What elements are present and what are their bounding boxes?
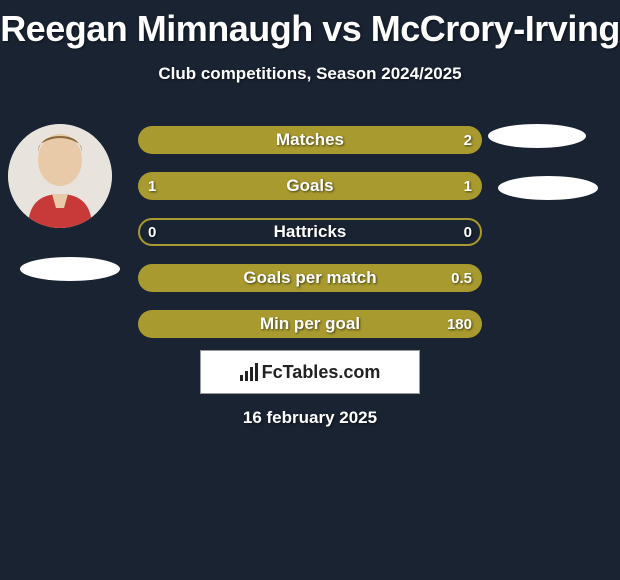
stat-left-value: 1 [148,178,156,195]
stat-row-goals-per-match: Goals per match 0.5 [138,264,482,292]
stat-label: Hattricks [274,222,347,242]
page-title: Reegan Mimnaugh vs McCrory-Irving [0,0,620,50]
player-right-name-badge-2 [498,176,598,200]
stat-row-goals: 1 Goals 1 [138,172,482,200]
stat-right-value: 2 [464,132,472,149]
date-text: 16 february 2025 [0,408,620,428]
comparison-card: Reegan Mimnaugh vs McCrory-Irving Club c… [0,0,620,580]
chart-bars-icon [240,363,258,381]
brand-text: FcTables.com [262,362,381,383]
stat-label: Matches [276,130,344,150]
stat-label: Goals per match [243,268,376,288]
stat-right-value: 0.5 [451,270,472,287]
stat-row-min-per-goal: Min per goal 180 [138,310,482,338]
subtitle: Club competitions, Season 2024/2025 [0,64,620,84]
stat-right-value: 0 [464,224,472,241]
player-right-name-badge-1 [488,124,586,148]
avatar-placeholder-icon [8,124,112,228]
stat-label: Goals [286,176,333,196]
stat-row-hattricks: 0 Hattricks 0 [138,218,482,246]
player-left-name-badge [20,257,120,281]
stat-row-matches: Matches 2 [138,126,482,154]
player-left-avatar [8,124,112,228]
stat-rows: Matches 2 1 Goals 1 0 Hattricks 0 Goals … [138,126,482,356]
brand-badge: FcTables.com [200,350,420,394]
stat-right-value: 180 [447,316,472,333]
stat-left-value: 0 [148,224,156,241]
stat-label: Min per goal [260,314,360,334]
stat-right-value: 1 [464,178,472,195]
